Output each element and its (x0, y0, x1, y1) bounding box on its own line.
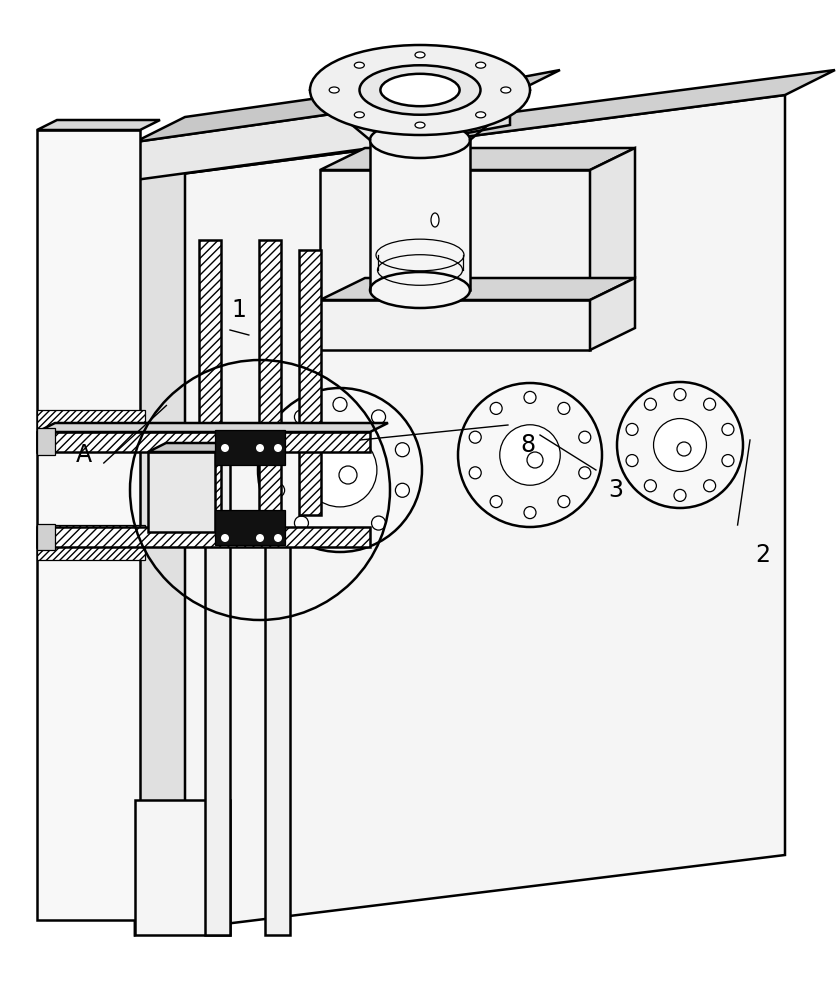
Ellipse shape (501, 87, 511, 93)
Circle shape (524, 391, 536, 403)
Polygon shape (320, 300, 590, 350)
Ellipse shape (360, 65, 480, 115)
Circle shape (722, 423, 734, 435)
Circle shape (617, 382, 743, 508)
Circle shape (371, 516, 385, 530)
Circle shape (654, 419, 706, 471)
Ellipse shape (258, 388, 422, 552)
Ellipse shape (354, 62, 365, 68)
Polygon shape (37, 525, 145, 560)
Polygon shape (135, 70, 835, 180)
Ellipse shape (303, 433, 377, 507)
Circle shape (274, 534, 282, 542)
Polygon shape (148, 452, 215, 532)
Circle shape (371, 410, 385, 424)
Circle shape (221, 534, 229, 542)
Circle shape (490, 402, 502, 414)
Ellipse shape (354, 112, 365, 118)
Polygon shape (199, 240, 221, 525)
Polygon shape (259, 240, 281, 525)
Text: 1: 1 (231, 298, 246, 322)
Circle shape (339, 466, 357, 484)
Ellipse shape (380, 74, 459, 106)
Polygon shape (320, 170, 590, 300)
Circle shape (274, 444, 282, 452)
Polygon shape (37, 423, 388, 432)
Text: 2: 2 (755, 543, 770, 567)
Circle shape (396, 483, 410, 497)
Circle shape (294, 410, 308, 424)
Circle shape (333, 529, 347, 543)
Polygon shape (430, 70, 560, 110)
Polygon shape (215, 510, 285, 545)
Polygon shape (135, 800, 230, 935)
Polygon shape (205, 450, 230, 935)
Circle shape (256, 444, 264, 452)
Circle shape (271, 443, 285, 457)
Circle shape (722, 455, 734, 467)
Polygon shape (37, 527, 370, 547)
Circle shape (469, 431, 481, 443)
Polygon shape (135, 95, 785, 935)
Circle shape (499, 425, 561, 485)
Polygon shape (320, 148, 635, 170)
Circle shape (626, 423, 638, 435)
Circle shape (674, 489, 686, 501)
Polygon shape (299, 250, 321, 515)
Circle shape (458, 383, 602, 527)
Circle shape (579, 467, 591, 479)
Circle shape (644, 398, 656, 410)
Circle shape (221, 444, 229, 452)
Circle shape (626, 455, 638, 467)
Circle shape (677, 442, 691, 456)
Circle shape (271, 483, 285, 497)
Polygon shape (148, 443, 233, 452)
Circle shape (704, 480, 716, 492)
Polygon shape (37, 410, 145, 445)
Polygon shape (135, 100, 430, 180)
Polygon shape (37, 524, 55, 550)
Ellipse shape (370, 122, 470, 158)
Polygon shape (37, 130, 140, 920)
Circle shape (704, 398, 716, 410)
Ellipse shape (310, 45, 530, 135)
Circle shape (644, 480, 656, 492)
Circle shape (490, 496, 502, 508)
Ellipse shape (431, 213, 439, 227)
Circle shape (256, 534, 264, 542)
Circle shape (558, 402, 570, 414)
Text: 8: 8 (520, 433, 535, 457)
Circle shape (579, 431, 591, 443)
Polygon shape (265, 450, 290, 935)
Circle shape (396, 443, 410, 457)
Circle shape (469, 467, 481, 479)
Circle shape (524, 507, 536, 519)
Polygon shape (37, 120, 160, 130)
Polygon shape (135, 155, 185, 935)
Polygon shape (590, 278, 635, 350)
Polygon shape (320, 278, 635, 300)
Ellipse shape (476, 62, 486, 68)
Polygon shape (135, 75, 480, 142)
Circle shape (294, 516, 308, 530)
Ellipse shape (415, 122, 425, 128)
Polygon shape (590, 148, 635, 300)
Ellipse shape (370, 272, 470, 308)
Ellipse shape (476, 112, 486, 118)
Text: 3: 3 (608, 478, 623, 502)
Circle shape (333, 397, 347, 411)
Ellipse shape (329, 87, 339, 93)
Polygon shape (37, 432, 370, 452)
Polygon shape (430, 95, 510, 140)
Circle shape (527, 452, 543, 468)
Circle shape (558, 496, 570, 508)
Polygon shape (215, 430, 285, 465)
Polygon shape (37, 428, 55, 455)
Ellipse shape (415, 52, 425, 58)
Circle shape (674, 389, 686, 401)
Polygon shape (370, 140, 470, 290)
Text: A: A (75, 443, 92, 467)
